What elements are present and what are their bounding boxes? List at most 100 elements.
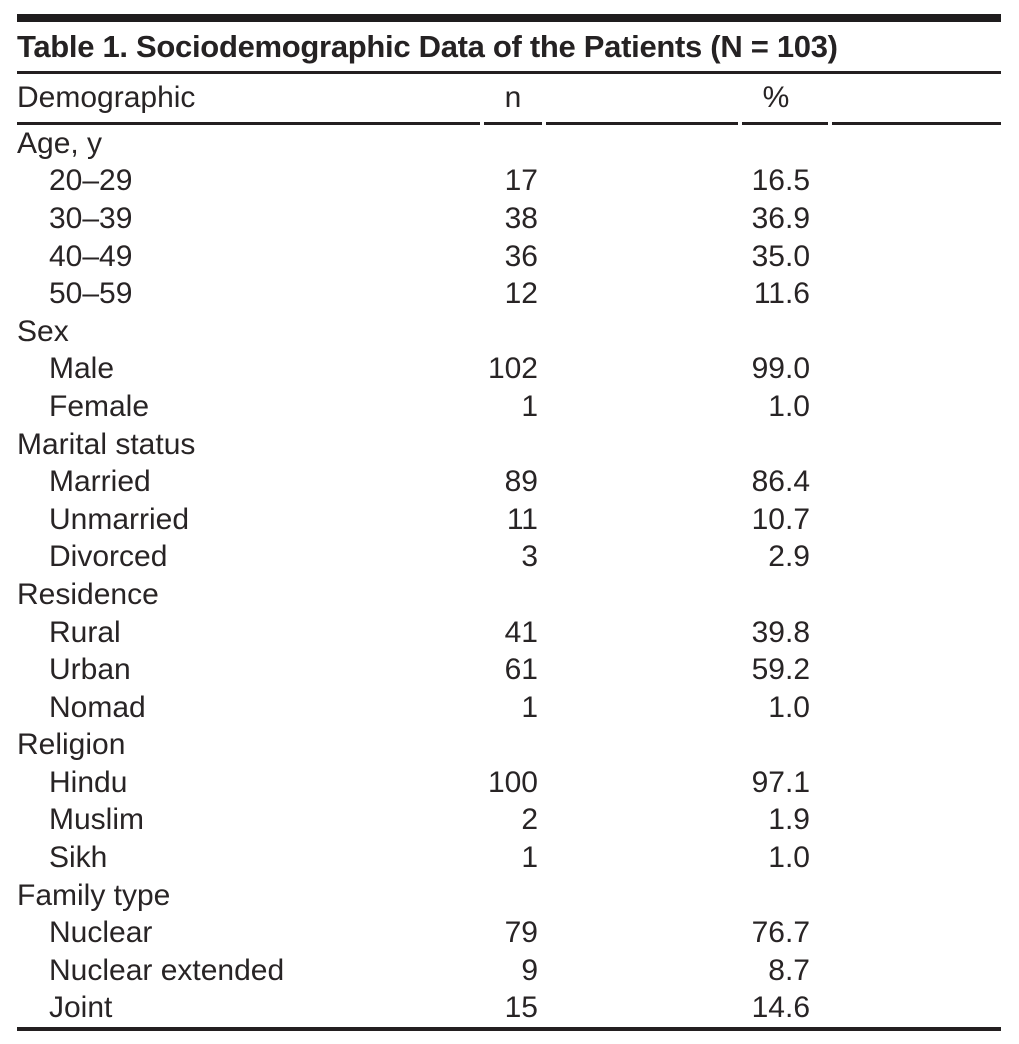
cell-n: 9 (521, 953, 538, 987)
cell-percent: 11.6 (753, 277, 810, 311)
table-row: Joint 15 14.6 (17, 990, 1001, 1028)
cell-n: 36 (504, 239, 538, 273)
row-label: Rural (49, 615, 121, 649)
header-underline-segment (832, 122, 1001, 125)
table-header-row: Demographic n % (17, 74, 1001, 122)
row-label: Nuclear extended (49, 953, 285, 987)
table-row: Nuclear 79 76.7 (17, 914, 1001, 952)
section-label: Residence (17, 577, 159, 611)
cell-percent: 59.2 (751, 653, 810, 687)
cell-n: 1 (521, 690, 538, 724)
cell-percent: 1.0 (768, 389, 810, 423)
row-label: Urban (49, 653, 131, 687)
cell-percent: 97.1 (751, 765, 810, 799)
cell-n: 41 (504, 615, 538, 649)
table-row: Nuclear extended 9 8.7 (17, 952, 1001, 990)
column-header-demographic: Demographic (17, 81, 196, 114)
cell-percent: 1.0 (768, 841, 810, 875)
cell-n: 15 (504, 991, 538, 1025)
cell-n: 1 (521, 841, 538, 875)
table-row: Muslim 2 1.9 (17, 802, 1001, 840)
section-row: Religion (17, 727, 1001, 765)
cell-n: 38 (504, 201, 538, 235)
section-label: Age, y (17, 126, 103, 160)
row-label: Hindu (49, 765, 128, 799)
section-row: Marital status (17, 426, 1001, 464)
table-title: Table 1. Sociodemographic Data of the Pa… (17, 28, 838, 64)
table-row: Rural 41 39.8 (17, 614, 1001, 652)
table-row: Unmarried 11 10.7 (17, 501, 1001, 539)
section-row: Age, y (17, 125, 1001, 163)
table-row: 50–59 12 11.6 (17, 275, 1001, 313)
table-row: Hindu 100 97.1 (17, 764, 1001, 802)
row-label: Married (49, 465, 151, 499)
cell-percent: 2.9 (768, 540, 810, 574)
row-label: Joint (49, 991, 113, 1025)
section-label: Sex (17, 314, 69, 348)
header-underline-segment (484, 122, 542, 125)
row-label: 40–49 (49, 239, 133, 273)
table-row: Married 89 86.4 (17, 463, 1001, 501)
cell-percent: 10.7 (751, 502, 810, 536)
cell-percent: 39.8 (751, 615, 810, 649)
cell-n: 12 (504, 277, 538, 311)
table-body: Age, y 20–29 17 16.5 30–39 38 36.9 40–49 36 35.0 5… (17, 125, 1001, 1027)
row-label: Nuclear (49, 916, 153, 950)
header-underline-segment (742, 122, 828, 125)
cell-n: 102 (487, 352, 538, 386)
table-row: Nomad 1 1.0 (17, 689, 1001, 727)
table-row: 40–49 36 35.0 (17, 238, 1001, 276)
column-header-n: n (504, 81, 522, 114)
row-label: 20–29 (49, 164, 133, 198)
cell-n: 2 (521, 803, 538, 837)
cell-percent: 35.0 (751, 239, 810, 273)
cell-percent: 16.5 (751, 164, 810, 198)
row-label: 30–39 (49, 201, 133, 235)
cell-percent: 99.0 (751, 352, 810, 386)
row-label: Divorced (49, 540, 168, 574)
section-label: Marital status (17, 427, 196, 461)
cell-n: 17 (504, 164, 538, 198)
table-row: Sikh 1 1.0 (17, 839, 1001, 877)
cell-n: 3 (521, 540, 538, 574)
header-underline (17, 122, 1001, 125)
cell-n: 11 (506, 502, 538, 536)
table-row: Divorced 3 2.9 (17, 539, 1001, 577)
cell-n: 79 (504, 916, 538, 950)
cell-n: 89 (504, 465, 538, 499)
cell-percent: 76.7 (751, 916, 810, 950)
table-row: Female 1 1.0 (17, 388, 1001, 426)
column-header-percent: % (762, 81, 790, 114)
row-label: Male (49, 352, 115, 386)
table-row: Urban 61 59.2 (17, 651, 1001, 689)
cell-n: 1 (521, 389, 538, 423)
cell-n: 100 (487, 765, 538, 799)
table-row: 30–39 38 36.9 (17, 200, 1001, 238)
section-row: Family type (17, 877, 1001, 915)
table-row: Male 102 99.0 (17, 351, 1001, 389)
header-underline-segment (17, 122, 480, 125)
cell-percent: 36.9 (751, 201, 810, 235)
section-row: Residence (17, 576, 1001, 614)
cell-percent: 86.4 (751, 465, 810, 499)
table-top-rule (17, 14, 1001, 22)
row-label: Unmarried (49, 502, 190, 536)
section-label: Religion (17, 728, 126, 762)
cell-percent: 14.6 (751, 991, 810, 1025)
header-underline-segment (546, 122, 738, 125)
title-bottom-rule (17, 71, 1001, 74)
table-bottom-rule (17, 1027, 1001, 1032)
table-row: 20–29 17 16.5 (17, 163, 1001, 201)
section-label: Family type (17, 878, 171, 912)
row-label: Female (49, 389, 150, 423)
cell-percent: 1.0 (768, 690, 810, 724)
cell-percent: 1.9 (768, 803, 810, 837)
row-label: 50–59 (49, 277, 133, 311)
cell-n: 61 (504, 653, 538, 687)
section-row: Sex (17, 313, 1001, 351)
row-label: Nomad (49, 690, 146, 724)
row-label: Muslim (49, 803, 144, 837)
cell-percent: 8.7 (768, 953, 810, 987)
row-label: Sikh (49, 841, 108, 875)
